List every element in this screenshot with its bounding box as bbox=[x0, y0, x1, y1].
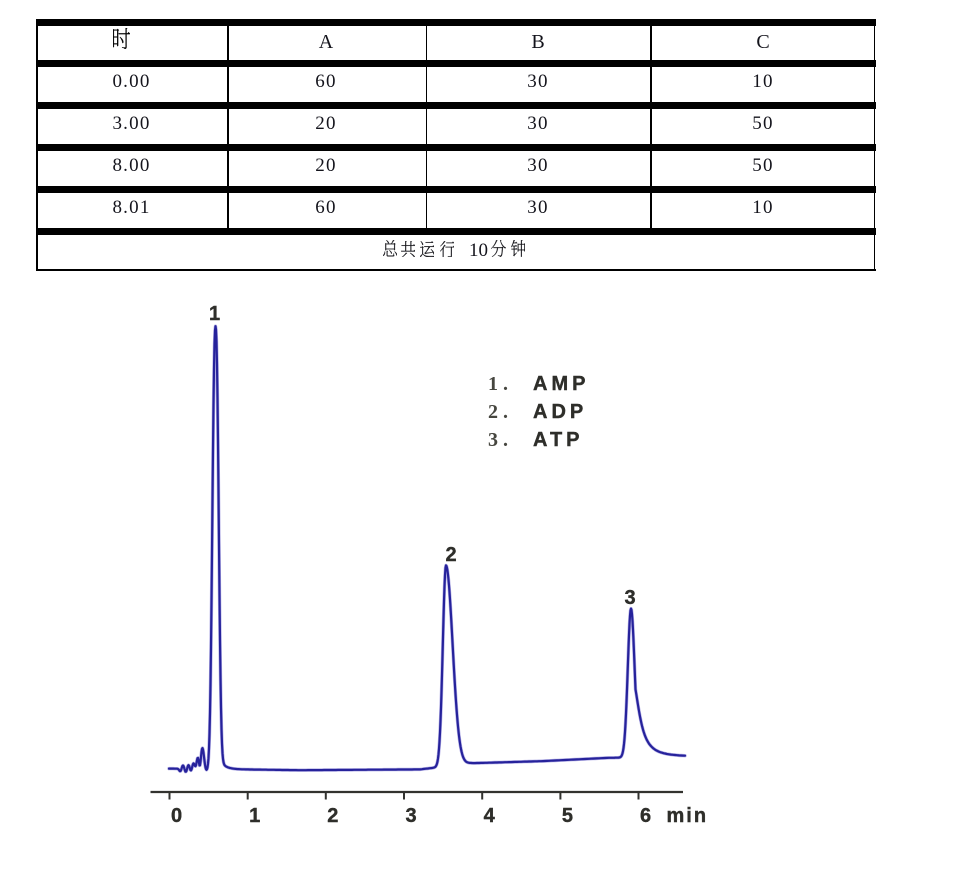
svg-text:AMP: AMP bbox=[533, 373, 589, 395]
svg-text:2.: 2. bbox=[488, 401, 513, 423]
svg-text:6: 6 bbox=[640, 805, 651, 827]
svg-text:2: 2 bbox=[327, 805, 338, 827]
svg-text:ADP: ADP bbox=[533, 401, 587, 423]
svg-text:1: 1 bbox=[249, 805, 260, 827]
svg-text:min: min bbox=[667, 805, 709, 827]
svg-text:4: 4 bbox=[484, 805, 496, 827]
svg-text:3: 3 bbox=[405, 805, 416, 827]
svg-text:ATP: ATP bbox=[533, 429, 584, 451]
svg-text:3.: 3. bbox=[488, 429, 513, 451]
svg-text:0: 0 bbox=[171, 805, 182, 827]
svg-text:5: 5 bbox=[562, 805, 573, 827]
svg-text:3: 3 bbox=[624, 587, 635, 609]
svg-text:1: 1 bbox=[209, 303, 220, 325]
svg-text:2: 2 bbox=[445, 544, 456, 566]
svg-text:1.: 1. bbox=[488, 373, 513, 395]
